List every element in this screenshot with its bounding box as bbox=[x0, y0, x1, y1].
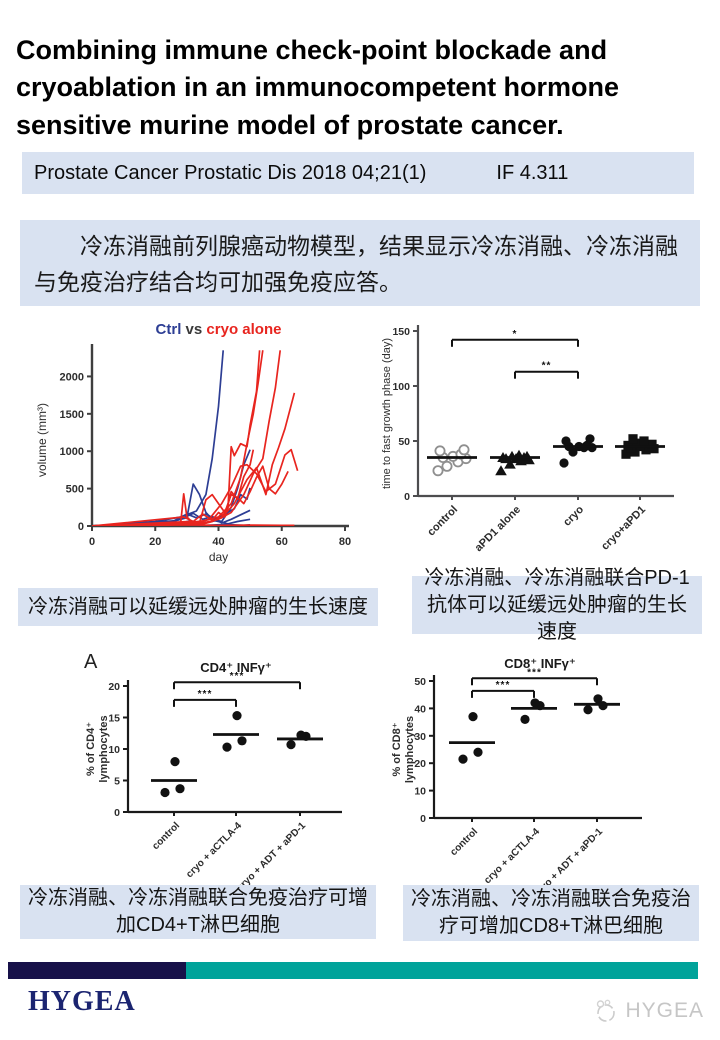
caption-cd8: 冷冻消融、冷冻消融联合免疫治疗可增加CD8+T淋巴细胞 bbox=[403, 885, 699, 941]
svg-text:volume (mm³): volume (mm³) bbox=[35, 403, 49, 477]
svg-text:**: ** bbox=[542, 361, 552, 372]
svg-text:% of CD4⁺: % of CD4⁺ bbox=[85, 722, 97, 776]
svg-text:cryo: cryo bbox=[561, 503, 586, 528]
slide-title: Combining immune check-point blockade an… bbox=[16, 35, 620, 140]
watermark-text: HYGEA bbox=[625, 999, 704, 1022]
caption-cd4: 冷冻消融、冷冻消融联合免疫治疗可增加CD4+T淋巴细胞 bbox=[20, 885, 376, 939]
svg-text:0: 0 bbox=[404, 491, 410, 503]
svg-text:5: 5 bbox=[114, 776, 120, 788]
brand-logo-text: HYGEA bbox=[28, 986, 136, 1017]
footer-bar-teal bbox=[186, 962, 698, 979]
svg-text:time to fast growth phase (day: time to fast growth phase (day) bbox=[381, 338, 393, 489]
svg-text:cryo + aCTLA-4: cryo + aCTLA-4 bbox=[482, 826, 542, 886]
citation-bar: Prostate Cancer Prostatic Dis 2018 04;21… bbox=[22, 152, 694, 194]
svg-text:***: *** bbox=[527, 667, 542, 678]
chart-cd8-lymphocytes: CD8⁺ INFγ⁺ 0 10 20 30 40 50 % of CD8⁺ lymphocyte… bbox=[391, 656, 642, 899]
svg-text:control: control bbox=[448, 826, 480, 858]
svg-text:100: 100 bbox=[392, 381, 410, 393]
svg-text:control: control bbox=[150, 820, 182, 852]
summary-box: 冷冻消融前列腺癌动物模型，结果显示冷冻消融、冷冻消融与免疫治疗结合均可加强免疫应… bbox=[20, 220, 700, 306]
svg-text:0: 0 bbox=[78, 521, 84, 533]
svg-text:***: *** bbox=[230, 671, 245, 682]
svg-text:500: 500 bbox=[66, 484, 84, 496]
svg-text:*: * bbox=[513, 329, 518, 340]
svg-text:60: 60 bbox=[276, 536, 288, 548]
svg-text:50: 50 bbox=[398, 436, 410, 448]
svg-text:CD4⁺ INFγ⁺: CD4⁺ INFγ⁺ bbox=[200, 660, 272, 675]
summary-text: 冷冻消融前列腺癌动物模型，结果显示冷冻消融、冷冻消融与免疫治疗结合均可加强免疫应… bbox=[34, 233, 678, 296]
svg-text:1000: 1000 bbox=[60, 446, 84, 458]
svg-text:30: 30 bbox=[414, 731, 426, 743]
svg-text:***: *** bbox=[198, 689, 213, 700]
footer-bar-navy bbox=[8, 962, 186, 979]
svg-text:cryo + aCTLA-4: cryo + aCTLA-4 bbox=[184, 820, 244, 880]
chart-cd4-lymphocytes: A CD4⁺ INFγ⁺ 0 5 10 15 20 % of CD4⁺ lymphocytes c… bbox=[84, 651, 342, 893]
caption-time-to-fast-growth: 冷冻消融、冷冻消融联合PD-1抗体可以延缓远处肿瘤的生长速度 bbox=[412, 567, 702, 643]
svg-text:1500: 1500 bbox=[60, 409, 84, 421]
svg-text:CD8⁺ INFγ⁺: CD8⁺ INFγ⁺ bbox=[504, 656, 576, 671]
hygea-logo-icon bbox=[597, 999, 616, 1022]
svg-text:cryo+aPD1: cryo+aPD1 bbox=[599, 504, 648, 553]
svg-text:0: 0 bbox=[114, 807, 120, 819]
svg-text:A: A bbox=[84, 651, 98, 673]
svg-text:control: control bbox=[425, 504, 460, 539]
svg-text:10: 10 bbox=[108, 744, 120, 756]
svg-text:150: 150 bbox=[392, 326, 410, 338]
watermark: HYGEA bbox=[593, 998, 704, 1024]
svg-text:cryo + ADT + aPD-1: cryo + ADT + aPD-1 bbox=[235, 820, 308, 893]
svg-text:% of CD8⁺: % of CD8⁺ bbox=[391, 722, 403, 776]
svg-text:***: *** bbox=[496, 680, 511, 691]
svg-text:20: 20 bbox=[414, 758, 426, 770]
impact-factor: IF 4.311 bbox=[496, 161, 569, 184]
svg-text:15: 15 bbox=[108, 713, 120, 725]
chart-tumor-growth-lines: Ctrl vs cryo alone 0 500 1000 1500 2000 0 20 40 6… bbox=[35, 321, 351, 564]
svg-text:0: 0 bbox=[89, 536, 95, 548]
svg-text:50: 50 bbox=[414, 676, 426, 688]
svg-text:lymphocytes: lymphocytes bbox=[404, 716, 416, 783]
svg-text:aPD1 alone: aPD1 alone bbox=[473, 504, 523, 554]
svg-text:20: 20 bbox=[149, 536, 161, 548]
svg-text:Ctrl vs cryo alone: Ctrl vs cryo alone bbox=[156, 321, 282, 338]
svg-text:day: day bbox=[209, 550, 228, 564]
svg-text:40: 40 bbox=[414, 703, 426, 715]
svg-text:40: 40 bbox=[212, 536, 224, 548]
svg-text:lymphocytes: lymphocytes bbox=[98, 715, 110, 782]
svg-text:80: 80 bbox=[339, 536, 351, 548]
svg-text:0: 0 bbox=[420, 813, 426, 825]
caption-tumor-growth: 冷冻消融可以延缓远处肿瘤的生长速度 bbox=[18, 588, 378, 626]
svg-text:2000: 2000 bbox=[60, 371, 84, 383]
svg-text:10: 10 bbox=[414, 786, 426, 798]
citation-text: Prostate Cancer Prostatic Dis 2018 04;21… bbox=[34, 161, 427, 184]
svg-text:20: 20 bbox=[108, 681, 120, 693]
